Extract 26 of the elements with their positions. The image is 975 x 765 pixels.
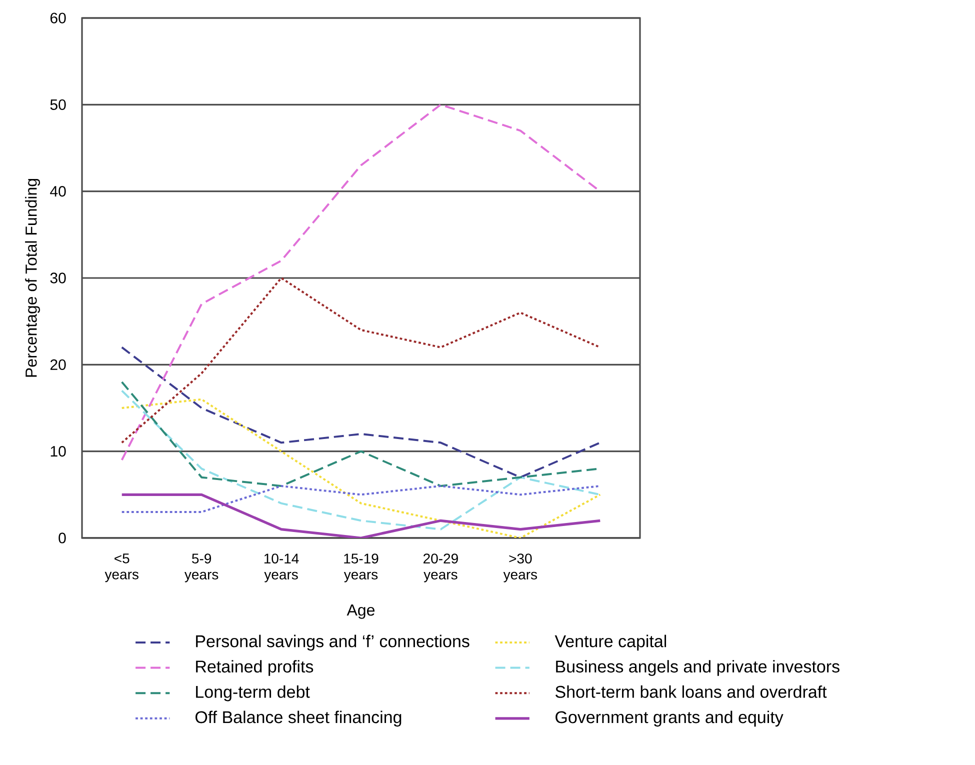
x-tick-label: 10-14 years — [264, 554, 299, 582]
y-tick-label: 30 — [50, 272, 66, 284]
y-tick-label: 50 — [50, 99, 66, 110]
y-tick-label: 60 — [50, 12, 66, 24]
x-tick-label: 15-19 years — [344, 554, 378, 582]
x-axis-title: Age — [346, 604, 375, 619]
legend-label: Long-term debt — [196, 685, 310, 702]
legend-label: Off Balance sheet financing — [196, 710, 402, 727]
x-tick-label: >30 years — [503, 554, 538, 582]
x-tick-label: <5 years — [104, 554, 138, 582]
legend-label: Government grants and equity — [556, 710, 784, 727]
legend-label: Retained profits — [196, 660, 314, 676]
legend-label: Short-term bank loans and overdraft — [556, 685, 827, 698]
line-series — [120, 346, 602, 478]
x-tick-label: 20-29 years — [423, 554, 458, 582]
y-tick-label: 10 — [50, 446, 66, 457]
y-tick-label: 20 — [50, 359, 66, 370]
legend-label: Business angels and private investors — [556, 660, 840, 676]
y-axis-title: Percentage of Total Funding — [25, 178, 40, 377]
line-series — [120, 276, 602, 444]
x-tick-label: 5-9 years — [184, 554, 218, 582]
y-tick-label: 0 — [58, 532, 66, 544]
legend-label: Venture capital — [554, 634, 666, 651]
legend-label: Personal savings and ‘f’ connections — [196, 634, 470, 651]
line-series — [120, 493, 602, 538]
y-tick-label: 40 — [50, 186, 66, 197]
